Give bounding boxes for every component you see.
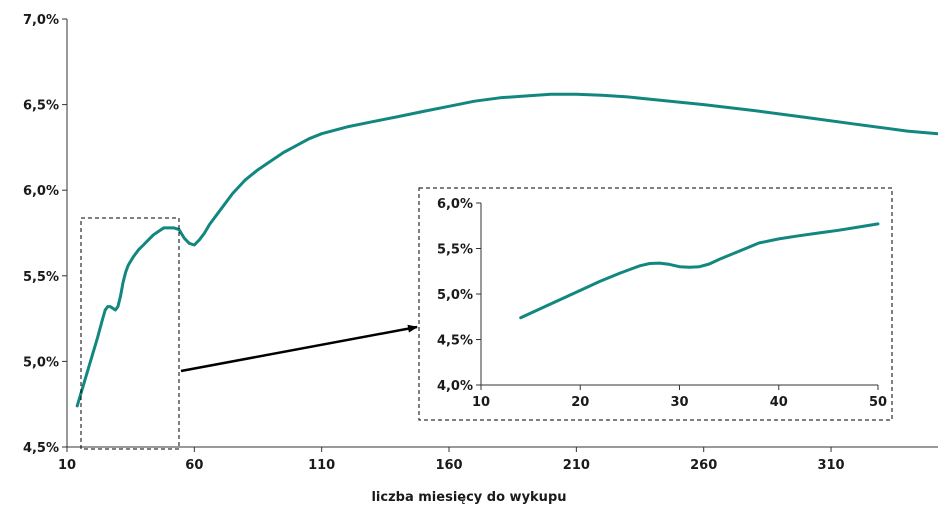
main-y-tick-label: 5,0% bbox=[23, 355, 59, 370]
x-axis-label: liczba miesięcy do wykupu bbox=[371, 490, 566, 505]
main-y-tick-label: 6,0% bbox=[23, 184, 59, 199]
zoom-selection-box bbox=[80, 217, 180, 450]
inset-y-tick-label: 4,5% bbox=[437, 334, 473, 349]
inset-x-tick-label: 30 bbox=[670, 395, 688, 410]
main-y-tick-label: 5,5% bbox=[23, 270, 59, 285]
main-x-tick-label: 260 bbox=[690, 458, 717, 473]
inset-x-tick-label: 10 bbox=[472, 395, 490, 410]
inset-y-tick-label: 5,5% bbox=[437, 243, 473, 258]
main-x-tick-label: 110 bbox=[308, 458, 335, 473]
main-y-tick-label: 4,5% bbox=[23, 441, 59, 456]
zoom-arrow-line bbox=[180, 324, 418, 373]
inset-series-line bbox=[519, 222, 880, 320]
main-series-line bbox=[75, 92, 938, 408]
main-x-tick-label: 160 bbox=[435, 458, 462, 473]
zoom-arrow bbox=[180, 324, 418, 373]
main-y-tick-label: 7,0% bbox=[23, 13, 59, 28]
inset-plot: 4,0% 4,5% 5,0% 5,5% 6,0% 10 20 30 40 50 bbox=[418, 187, 893, 421]
zoom-region-rect bbox=[80, 217, 180, 450]
main-x-tick-label: 10 bbox=[58, 458, 76, 473]
inset-y-tick-label: 5,0% bbox=[437, 288, 473, 303]
inset-x-tick-label: 50 bbox=[869, 395, 887, 410]
main-x-tick-label: 310 bbox=[817, 458, 844, 473]
main-x-tick-label: 210 bbox=[563, 458, 590, 473]
main-plot: 4,5% 5,0% 5,5% 6,0% 6,5% 7,0% 10 60 110 160 210 260… bbox=[23, 13, 938, 473]
inset-x-tick-label: 40 bbox=[770, 395, 788, 410]
main-x-tick-label: 60 bbox=[185, 458, 203, 473]
inset-frame bbox=[418, 187, 893, 421]
main-y-tick-label: 6,5% bbox=[23, 99, 59, 114]
inset-y-tick-label: 4,0% bbox=[437, 379, 473, 394]
inset-x-tick-label: 20 bbox=[571, 395, 589, 410]
inset-y-tick-label: 6,0% bbox=[437, 197, 473, 212]
